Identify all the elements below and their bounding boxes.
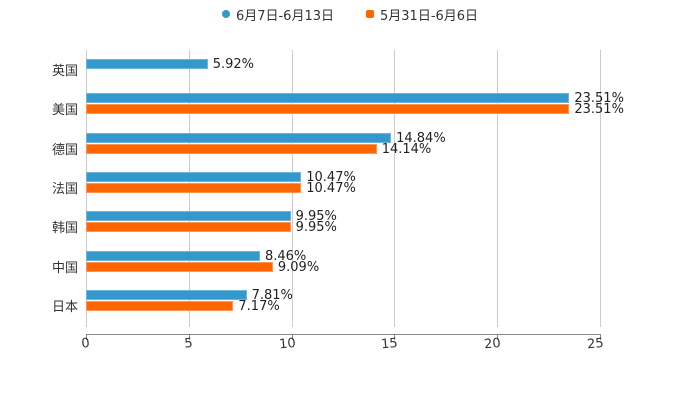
x-tick-label: 20 xyxy=(483,336,502,353)
x-tick-label: 25 xyxy=(586,336,605,353)
bar-value-label: 10.47% xyxy=(306,169,356,185)
bar-value-label: 7.81% xyxy=(251,287,293,303)
bar-week-jun7-13[interactable] xyxy=(86,171,302,182)
gridline xyxy=(600,50,601,327)
bar-value-label: 10.47% xyxy=(306,180,356,196)
bar-value-label: 7.17% xyxy=(238,298,280,314)
bar-value-label: 5.92% xyxy=(212,57,255,72)
bar-week-may31-jun6[interactable] xyxy=(86,143,377,154)
axis-tick xyxy=(86,334,87,340)
category-label: 德国 xyxy=(51,142,78,158)
legend-item-series-1[interactable]: 5月31日-6月6日 xyxy=(366,4,478,24)
axis-tick xyxy=(600,334,601,340)
bar-value-label: 9.09% xyxy=(277,259,320,275)
x-tick-label: 15 xyxy=(380,336,399,353)
gridline xyxy=(394,50,395,327)
bar-week-may31-jun6[interactable] xyxy=(86,300,234,311)
category-label: 美国 xyxy=(51,103,78,119)
bar-week-may31-jun6[interactable] xyxy=(86,104,570,115)
x-tick-label: 5 xyxy=(183,336,194,352)
x-tick-label: 0 xyxy=(80,336,91,352)
bar-week-jun7-13[interactable] xyxy=(86,132,392,143)
legend-label: 6月7日-6月13日 xyxy=(235,8,334,24)
category-label: 法国 xyxy=(51,181,78,197)
axis-tick xyxy=(292,334,293,340)
legend-item-series-0[interactable]: 6月7日-6月13日 xyxy=(221,4,334,24)
legend-circle-icon xyxy=(221,10,230,18)
x-tick-label: 10 xyxy=(278,336,297,353)
bar-value-label: 23.51% xyxy=(574,91,624,107)
axis-tick xyxy=(497,334,498,340)
bar-week-jun7-13[interactable] xyxy=(86,250,260,261)
axis-tick xyxy=(189,334,190,340)
category-label: 英国 xyxy=(51,64,78,79)
category-label: 中国 xyxy=(51,260,78,276)
category-label: 日本 xyxy=(51,299,78,315)
bar-week-may31-jun6[interactable] xyxy=(86,222,291,233)
gridline xyxy=(497,50,498,327)
bar-value-label: 14.84% xyxy=(396,130,446,146)
legend-label: 5月31日-6月6日 xyxy=(380,8,479,24)
axis-tick xyxy=(394,334,395,340)
bar-value-label: 9.95% xyxy=(295,220,337,236)
category-label: 韩国 xyxy=(51,221,78,237)
legend-square-icon xyxy=(366,10,374,18)
bar-value-label: 9.95% xyxy=(295,209,337,225)
bar-week-may31-jun6[interactable] xyxy=(86,182,302,193)
chart-legend: 6月7日-6月13日 5月31日-6月6日 xyxy=(0,4,700,24)
bar-week-jun7-13[interactable] xyxy=(86,93,570,104)
bar-week-jun7-13[interactable] xyxy=(86,211,291,222)
x-axis-line xyxy=(86,334,600,335)
bar-week-may31-jun6[interactable] xyxy=(86,261,273,272)
bar-week-jun7-13[interactable] xyxy=(86,59,208,69)
bar-week-jun7-13[interactable] xyxy=(86,289,247,300)
bar-value-label: 8.46% xyxy=(264,248,307,264)
bar-value-label: 23.51% xyxy=(574,102,624,118)
bar-value-label: 14.14% xyxy=(381,141,432,157)
